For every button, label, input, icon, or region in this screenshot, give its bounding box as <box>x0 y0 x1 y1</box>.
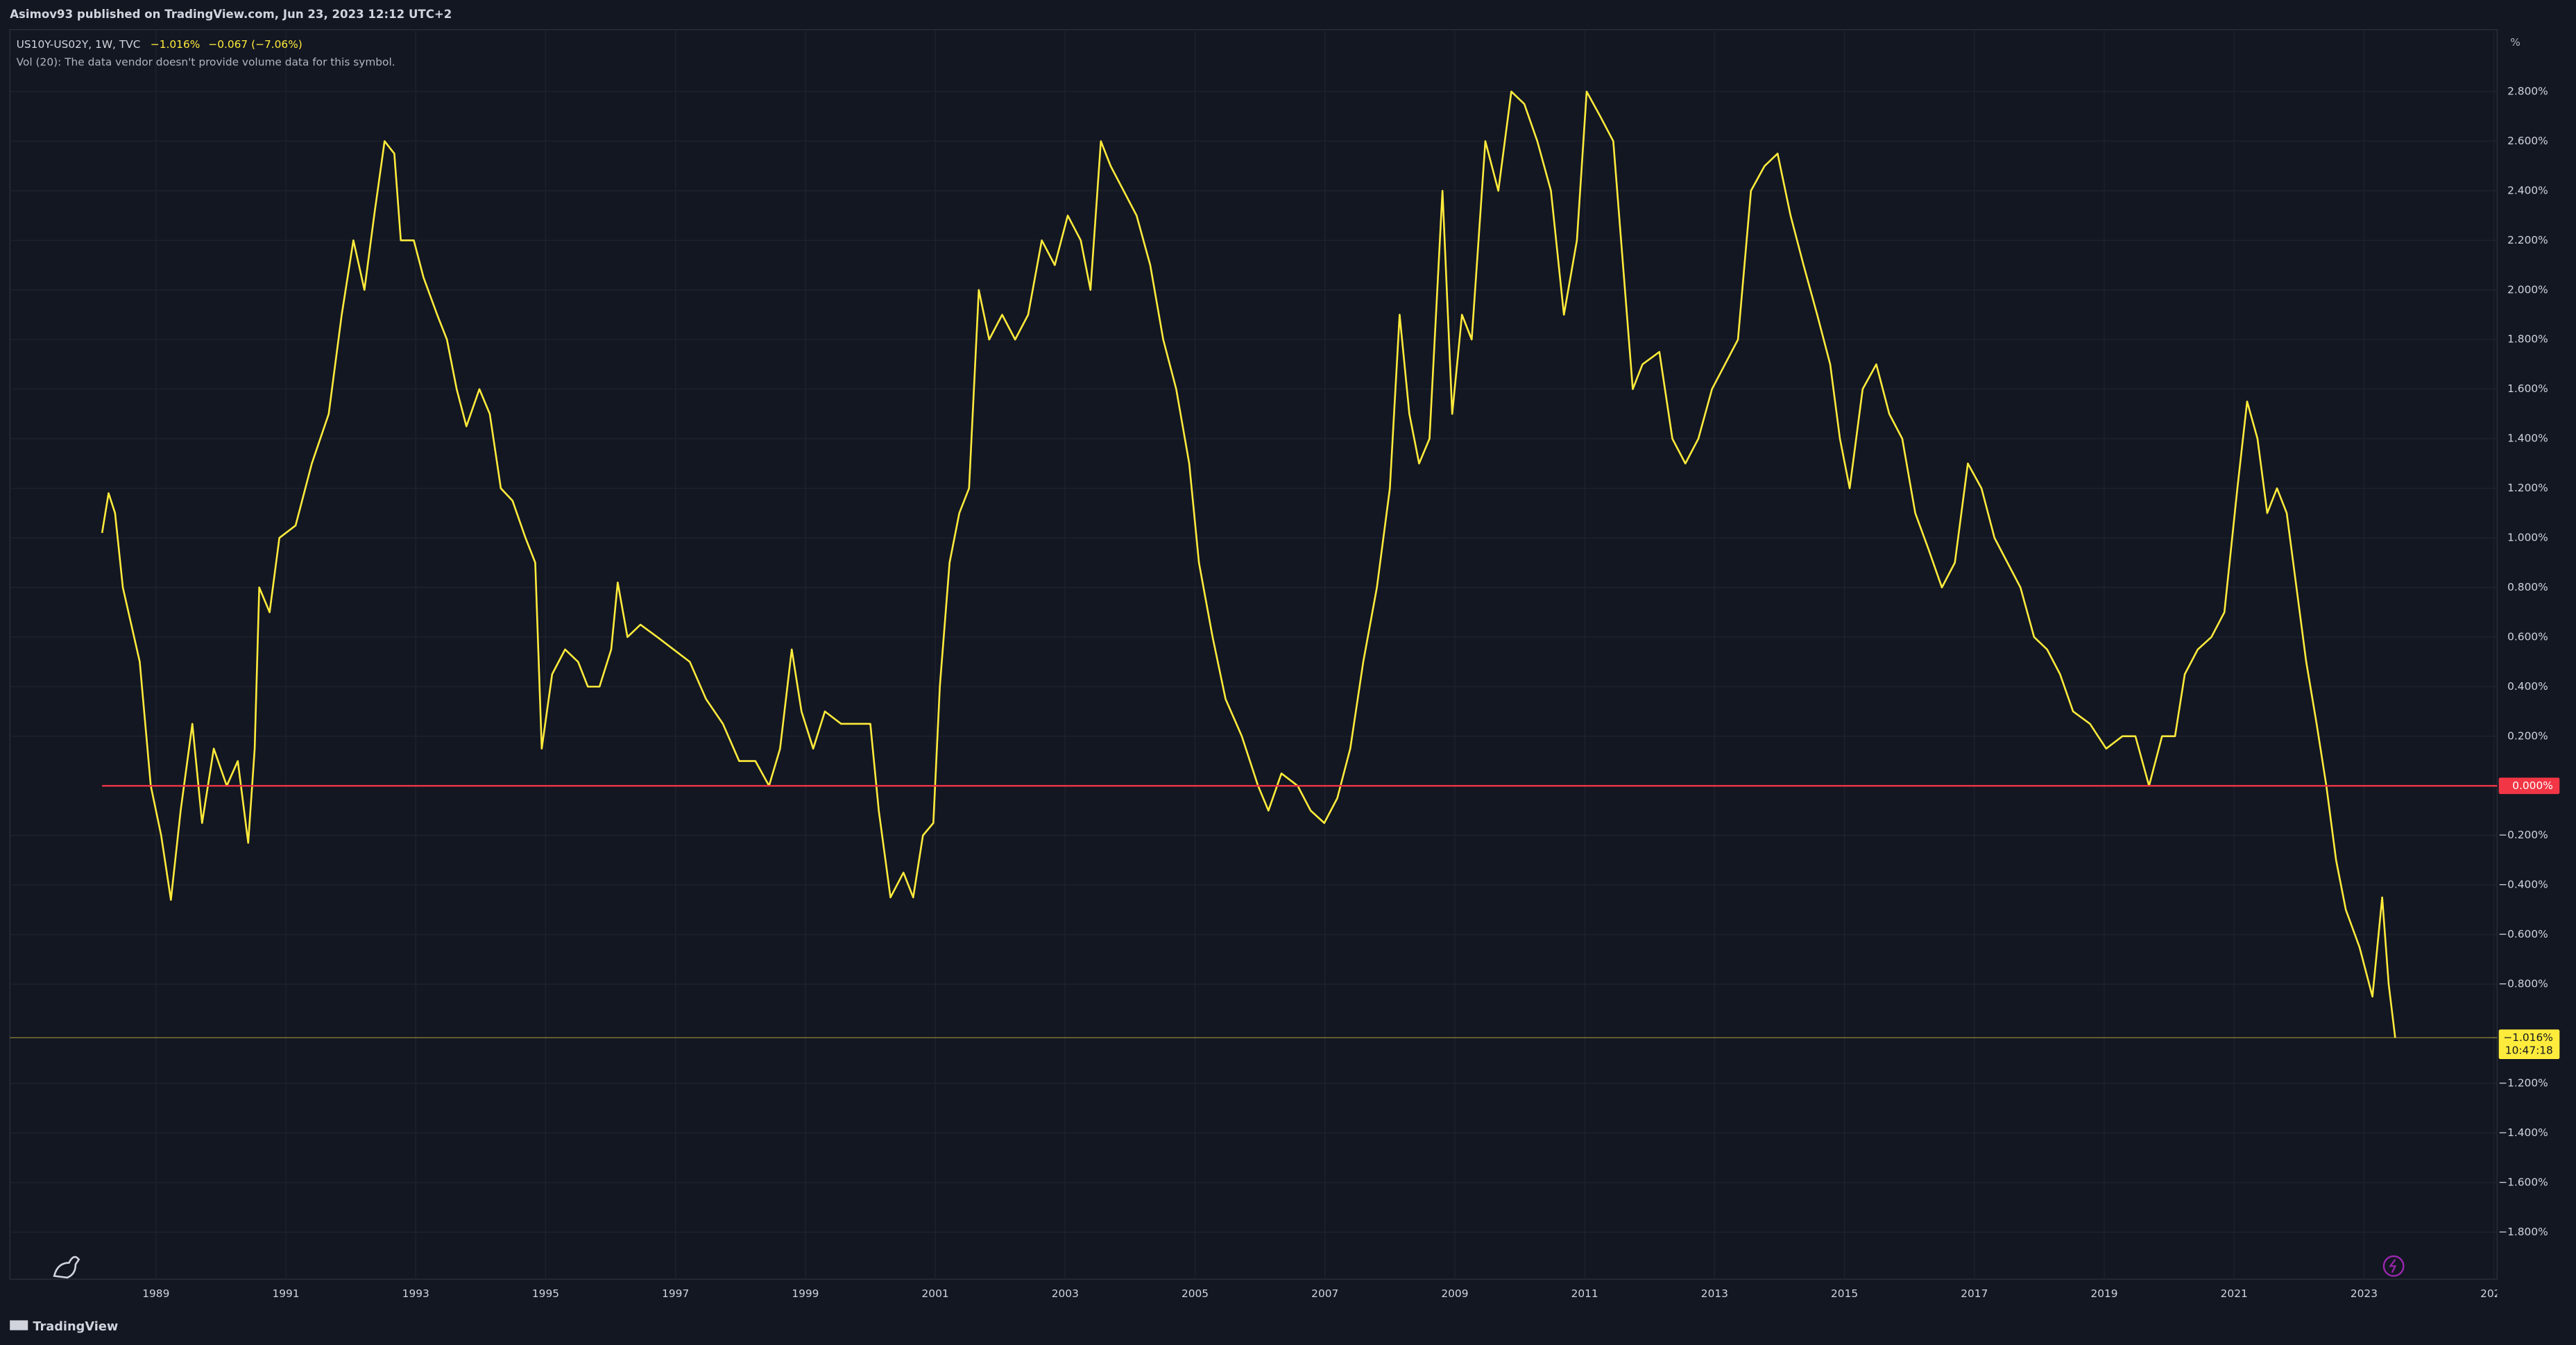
legend-symbol: US10Y-US02Y, 1W, TVC <box>17 37 141 50</box>
x-tick-label: 2015 <box>1831 1287 1858 1300</box>
x-tick-label: 1993 <box>402 1287 429 1300</box>
y-tick-label: −0.600% <box>2498 928 2548 940</box>
price-label: 0.000% <box>2512 779 2553 792</box>
x-tick-label: 2013 <box>1701 1287 1728 1300</box>
y-tick-label: −1.600% <box>2498 1176 2548 1188</box>
y-tick-label: 1.000% <box>2507 532 2548 544</box>
y-tick-label: −1.200% <box>2498 1076 2548 1089</box>
price-label: −1.016% <box>2503 1031 2552 1044</box>
y-tick-label: −1.400% <box>2498 1126 2548 1139</box>
x-tick-label: 1989 <box>142 1287 169 1300</box>
x-tick-label: 2017 <box>1961 1287 1988 1300</box>
y-tick-label: −0.400% <box>2498 879 2548 891</box>
series-line <box>101 90 2396 1038</box>
y-tick-label: −0.800% <box>2498 978 2548 990</box>
grid <box>10 29 2498 1280</box>
x-tick-label: 2023 <box>2351 1287 2378 1300</box>
x-tick-label: 2019 <box>2090 1287 2117 1300</box>
x-tick-label: 2003 <box>1052 1287 1079 1300</box>
lightning-icon[interactable] <box>2382 1255 2405 1277</box>
y-tick-label: 1.200% <box>2507 482 2548 494</box>
x-tick-label: 2025 <box>2480 1287 2507 1300</box>
x-tick-label: 2011 <box>1571 1287 1598 1300</box>
footer-logo <box>10 1320 28 1330</box>
price-label-box <box>2498 1029 2560 1060</box>
y-tick-label: 1.800% <box>2507 333 2548 346</box>
y-unit: % <box>2510 36 2520 49</box>
y-axis: 2.800% 2.600% 2.400% 2.200% 2.000% 1.800% 1.60… <box>2498 85 2560 1238</box>
plot-frame <box>9 28 2498 1280</box>
x-tick-label: 1999 <box>792 1287 819 1300</box>
volume-note: Vol (20): The data vendor doesn't provid… <box>17 56 395 69</box>
x-tick-label: 2005 <box>1182 1287 1209 1300</box>
y-tick-label: −0.200% <box>2498 829 2548 841</box>
y-tick-label: 2.400% <box>2507 184 2548 196</box>
y-tick-label: 1.400% <box>2507 432 2548 445</box>
x-tick-label: 2007 <box>1311 1287 1338 1300</box>
y-tick-label: 1.600% <box>2507 382 2548 395</box>
legend: US10Y-US02Y, 1W, TVC −1.016% −0.067 (−7.… <box>17 37 302 50</box>
plot <box>10 90 2498 1038</box>
y-tick-label: 0.600% <box>2507 630 2548 643</box>
y-tick-label: 0.400% <box>2507 680 2548 693</box>
y-tick-label: −1.800% <box>2498 1226 2548 1238</box>
publisher: Asimov93 published on TradingView.com, J… <box>10 8 452 21</box>
y-tick-label: 2.000% <box>2507 283 2548 296</box>
x-tick-label: 2001 <box>922 1287 949 1300</box>
logo-icon <box>53 1255 80 1279</box>
y-tick-label: 0.200% <box>2507 729 2548 742</box>
x-axis: 1989 1991 1993 1995 1997 1999 2001 2003 2005 2007… <box>142 1287 2507 1300</box>
y-tick-label: 0.800% <box>2507 581 2548 593</box>
x-tick-label: 1997 <box>662 1287 689 1300</box>
price-label-time: 10:47:18 <box>2505 1044 2553 1057</box>
x-tick-label: 1991 <box>272 1287 299 1300</box>
x-tick-label: 1995 <box>532 1287 559 1300</box>
price-label-box <box>2498 777 2560 795</box>
x-tick-label: 2021 <box>2221 1287 2248 1300</box>
y-tick-label: 2.200% <box>2507 234 2548 246</box>
x-tick-label: 2009 <box>1441 1287 1468 1300</box>
y-tick-label: 2.600% <box>2507 135 2548 147</box>
footer-brand: TradingView <box>33 1320 118 1334</box>
legend-last: −1.016% <box>151 37 200 50</box>
y-tick-label: 2.800% <box>2507 85 2548 97</box>
legend-change: −0.067 (−7.06%) <box>208 37 302 50</box>
